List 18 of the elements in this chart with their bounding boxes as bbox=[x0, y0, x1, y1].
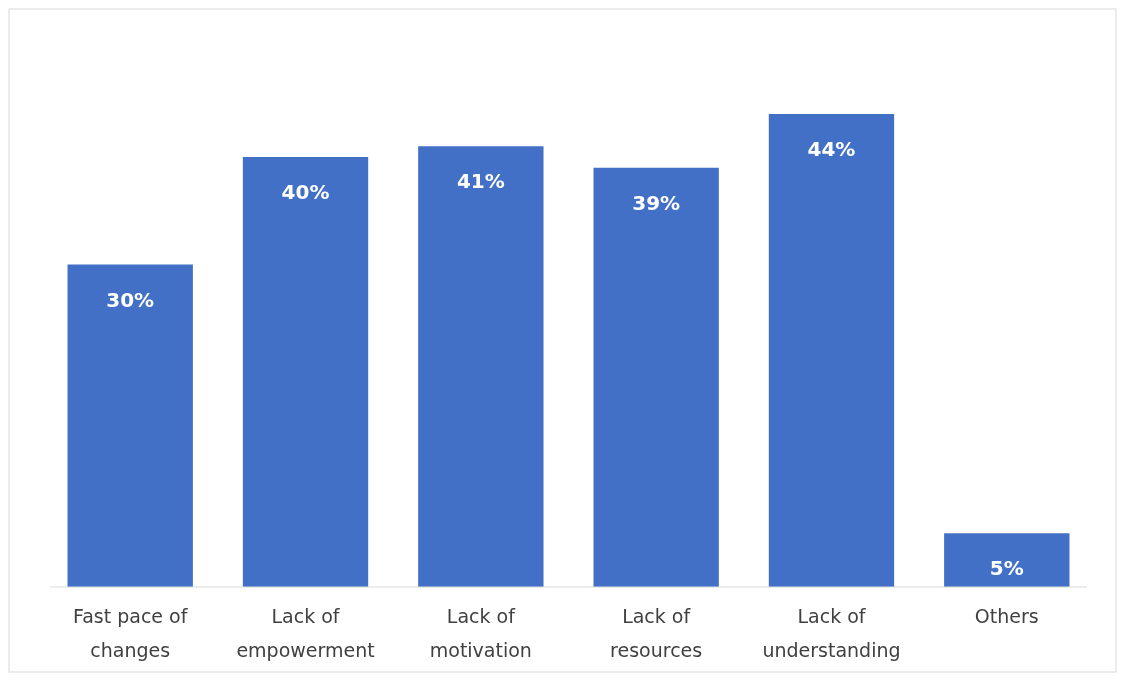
x-tick-label: Lack of understanding bbox=[762, 605, 901, 661]
bar bbox=[418, 146, 544, 587]
x-tick-label: Lack of resources bbox=[610, 605, 703, 661]
x-tick-label: Others bbox=[974, 605, 1039, 627]
bar bbox=[944, 533, 1070, 587]
bar bbox=[593, 167, 719, 587]
data-label: 39% bbox=[632, 190, 681, 215]
x-tick-label: Lack of motivation bbox=[429, 605, 532, 661]
bar bbox=[768, 114, 895, 587]
data-label: 30% bbox=[106, 287, 155, 312]
data-label: 41% bbox=[456, 169, 505, 194]
bar bbox=[242, 157, 369, 587]
x-tick-label: Lack of empowerment bbox=[236, 605, 375, 661]
bar bbox=[67, 264, 193, 587]
data-label: 5% bbox=[989, 556, 1024, 581]
data-label: 44% bbox=[807, 137, 856, 161]
x-tick-label: Fast pace of changes bbox=[73, 605, 189, 661]
data-label: 40% bbox=[281, 180, 330, 204]
